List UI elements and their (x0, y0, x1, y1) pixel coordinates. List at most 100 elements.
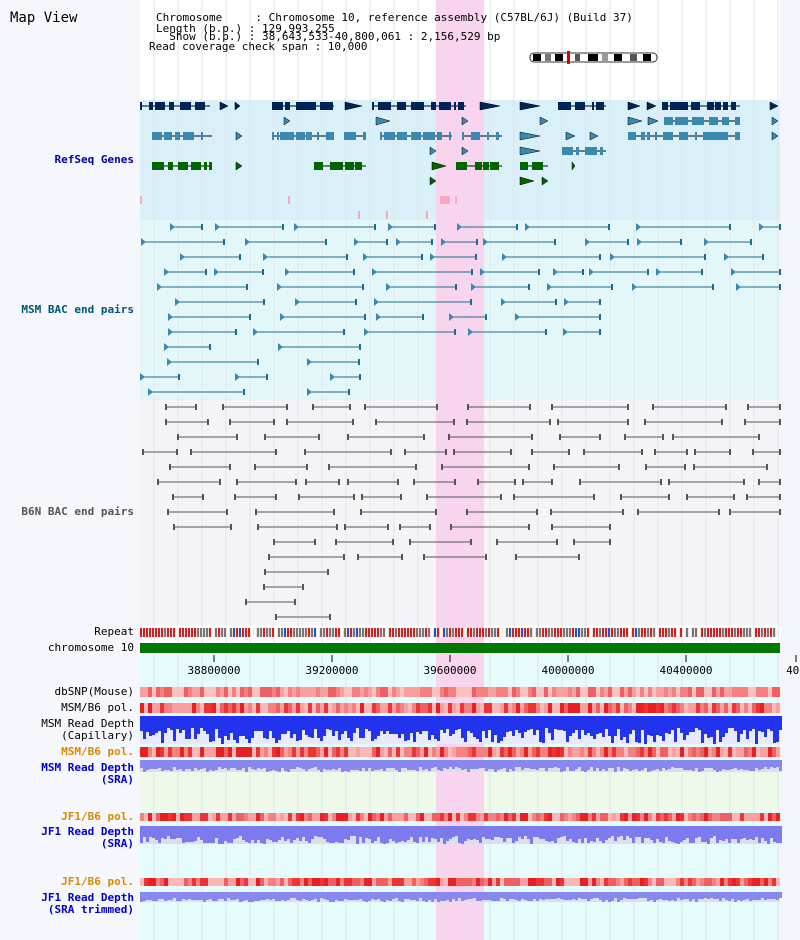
repeat-element (623, 628, 625, 637)
depth-bar (551, 892, 554, 899)
gene-exon (277, 132, 279, 140)
b6n-pair-end (668, 479, 670, 485)
b6n-pair-end (557, 419, 559, 425)
strip-cell (576, 878, 580, 886)
strip-cell (332, 747, 336, 757)
depth-bar (719, 716, 722, 742)
msm-pair-end (647, 269, 649, 275)
repeat-element (407, 628, 409, 637)
gene-arrow (539, 116, 549, 126)
repeat-element (548, 628, 550, 637)
strip-cell (652, 878, 656, 886)
strip-cell (284, 687, 288, 697)
depth-bar (200, 826, 203, 840)
track-label-msm-bac[interactable]: MSM BAC end pairs (21, 303, 134, 316)
msm-read-depth-sra (140, 760, 782, 772)
strip-cell (748, 703, 752, 713)
repeat-element (290, 628, 292, 637)
strip-cell (332, 813, 336, 821)
depth-bar (539, 760, 542, 768)
repeat-element (218, 628, 220, 637)
depth-bar (410, 716, 413, 733)
depth-bar (308, 760, 311, 769)
strip-cell (556, 687, 560, 697)
depth-bar (140, 760, 143, 768)
strip-cell (200, 747, 204, 757)
depth-bar (401, 716, 404, 734)
depth-bar (575, 892, 578, 900)
strip-cell (424, 878, 428, 886)
strip-cell (620, 813, 624, 821)
strip-cell (400, 813, 404, 821)
depth-bar (275, 892, 278, 901)
depth-bar (431, 892, 434, 902)
gene-arrow (461, 116, 469, 126)
strip-cell (736, 687, 740, 697)
strip-cell (628, 703, 632, 713)
strip-cell (604, 878, 608, 886)
b6n-pair-end (779, 509, 781, 515)
strip-cell (644, 878, 648, 886)
strip-cell (268, 813, 272, 821)
msm-pair-end (480, 268, 485, 276)
track-label-b6n-bac[interactable]: B6N BAC end pairs (21, 505, 134, 518)
repeat-element (251, 628, 253, 637)
depth-bar (158, 892, 161, 899)
b6n-pair-end (662, 434, 664, 440)
msm-pair-end (178, 374, 180, 380)
strip-cell (620, 687, 624, 697)
msm-pair-end (724, 253, 729, 261)
depth-bar (710, 826, 713, 838)
strip-cell (180, 687, 184, 697)
b6n-pair-end (415, 464, 417, 470)
strip-cell (436, 813, 440, 821)
strip-cell (524, 813, 528, 821)
depth-bar (452, 826, 455, 837)
depth-bar (197, 716, 200, 734)
depth-bar (479, 716, 482, 742)
strip-cell (244, 687, 248, 697)
strip-cell (396, 878, 400, 886)
strip-cell (144, 703, 148, 713)
depth-bar (581, 760, 584, 771)
repeat-element (596, 628, 598, 637)
depth-bar (734, 826, 737, 839)
strip-cell (528, 878, 532, 886)
depth-bar (680, 892, 683, 900)
depth-bar (305, 716, 308, 735)
depth-bar (413, 892, 416, 900)
repeat-element (260, 628, 262, 637)
depth-bar (716, 826, 719, 843)
depth-bar (449, 826, 452, 839)
repeat-element (401, 628, 403, 637)
depth-bar (683, 892, 686, 899)
repeat-element (671, 628, 673, 637)
depth-bar (455, 716, 458, 730)
depth-bar (491, 760, 494, 769)
gene-exon (355, 162, 362, 170)
gene-exon (204, 162, 207, 170)
jf1-read-depth (140, 826, 782, 844)
strip-cell (624, 687, 628, 697)
strip-cell (592, 813, 596, 821)
msm-pair-end (525, 223, 530, 231)
track-label-refseq[interactable]: RefSeq Genes (54, 153, 134, 166)
depth-bar (674, 716, 677, 742)
msm-pair-end (553, 268, 558, 276)
msm-pair-end (704, 238, 709, 246)
depth-bar (350, 760, 353, 770)
b6n-pair-end (312, 404, 314, 410)
gene-exon (471, 132, 480, 140)
depth-bar (761, 716, 764, 732)
depth-bar (590, 826, 593, 841)
depth-bar (692, 760, 695, 771)
depth-bar (443, 716, 446, 733)
strip-cell (228, 813, 232, 821)
depth-bar (353, 760, 356, 770)
strip-cell (352, 747, 356, 757)
strip-cell (512, 878, 516, 886)
strip-cell (232, 813, 236, 821)
strip-cell (588, 878, 592, 886)
strip-cell (284, 813, 288, 821)
